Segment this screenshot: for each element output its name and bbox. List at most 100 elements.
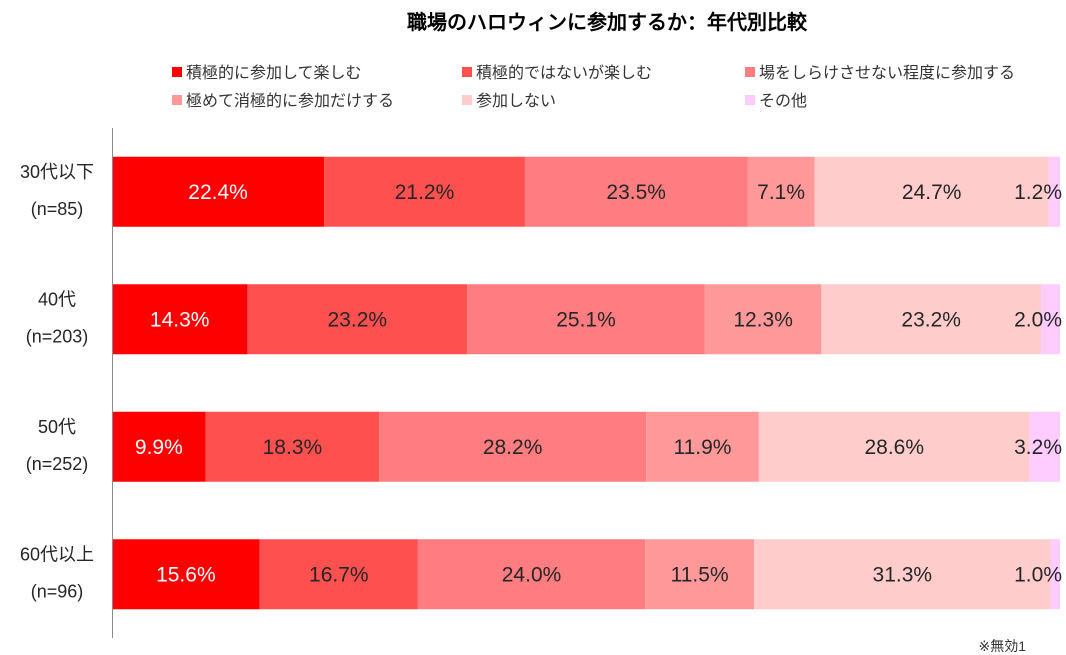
bar-segment: [1041, 284, 1060, 355]
value-number: 11.9: [673, 436, 712, 459]
value-label: 15.6%: [156, 563, 216, 586]
value-label: 2.0%: [1014, 308, 1062, 331]
chart-title: 職場のハロウィンに参加するか：年代別比較: [407, 10, 808, 34]
value-unit: %: [710, 563, 729, 586]
category-label: 40代: [38, 289, 76, 309]
value-unit: %: [368, 308, 387, 331]
legend-label: その他: [759, 92, 807, 110]
legend-item: 参加しない: [462, 92, 556, 110]
value-unit: %: [913, 563, 932, 586]
value-unit: %: [1043, 436, 1062, 459]
bar-segment: [112, 539, 260, 610]
value-number: 31.3: [873, 563, 914, 586]
bar-segment: [758, 411, 1030, 482]
value-label: 1.0%: [1014, 563, 1062, 586]
bar-row: 60代以上(n=96)15.6% 16.7% 24.0% 11.5% 31.3% 1.0%: [20, 539, 1062, 610]
value-number: 1.0: [1014, 563, 1043, 586]
value-number: 9.9: [135, 436, 164, 459]
value-unit: %: [905, 436, 924, 459]
bar-segment: [379, 411, 647, 482]
value-number: 24.0: [502, 563, 543, 586]
value-number: 23.2: [901, 308, 942, 331]
legend-swatch: [745, 67, 755, 77]
value-number: 12.3: [733, 308, 774, 331]
bar-segment: [814, 156, 1049, 227]
bar-segment: [704, 284, 822, 355]
sample-size-label: (n=203): [26, 326, 89, 346]
value-label: 23.2%: [328, 308, 388, 331]
value-number: 28.2: [483, 436, 524, 459]
value-label: 28.6%: [864, 436, 924, 459]
bar-segment: [1048, 156, 1060, 227]
value-unit: %: [543, 563, 562, 586]
value-number: 7.1: [757, 181, 786, 204]
bar-segment: [259, 539, 418, 610]
bar-segment: [646, 411, 759, 482]
value-label: 23.2%: [901, 308, 961, 331]
category-label: 30代以下: [20, 162, 94, 182]
legend-label: 積極的に参加して楽しむ: [186, 64, 362, 82]
footnote: ※無効1: [978, 638, 1026, 654]
bar-segment: [821, 284, 1042, 355]
bar-row: 50代(n=252)9.9% 18.3% 28.2% 11.9% 28.6% 3.2%: [26, 411, 1062, 482]
bar-segment: [112, 284, 248, 355]
value-label: 28.2%: [483, 436, 543, 459]
value-number: 2.0: [1014, 308, 1043, 331]
bar-row: 40代(n=203)14.3% 23.2% 25.1% 12.3% 23.2% 2.0%: [26, 284, 1062, 355]
value-number: 21.2: [395, 181, 436, 204]
legend-item: 場をしらけさせない程度に参加する: [745, 64, 1015, 82]
value-unit: %: [304, 436, 323, 459]
value-number: 18.3: [263, 436, 304, 459]
value-unit: %: [786, 181, 805, 204]
sample-size-label: (n=252): [26, 454, 89, 474]
value-label: 9.9%: [135, 436, 183, 459]
legend-item: 極めて消極的に参加だけする: [172, 92, 394, 110]
value-number: 25.1: [556, 308, 597, 331]
sample-size-label: (n=96): [31, 581, 84, 601]
value-label: 3.2%: [1014, 436, 1062, 459]
value-unit: %: [436, 181, 455, 204]
value-unit: %: [164, 436, 183, 459]
legend-label: 場をしらけさせない程度に参加する: [759, 64, 1015, 82]
value-label: 23.5%: [606, 181, 666, 204]
value-unit: %: [774, 308, 793, 331]
value-label: 12.3%: [733, 308, 793, 331]
value-number: 23.5: [606, 181, 647, 204]
bar-segment: [205, 411, 380, 482]
bar-segment: [324, 156, 525, 227]
value-unit: %: [350, 563, 369, 586]
value-label: 11.9%: [673, 436, 731, 459]
value-unit: %: [229, 181, 248, 204]
bar-segment: [747, 156, 815, 227]
bar-segment: [754, 539, 1051, 610]
bar-segment: [112, 156, 325, 227]
category-label: 50代: [38, 417, 76, 437]
legend-swatch: [172, 67, 182, 77]
value-number: 1.2: [1014, 181, 1043, 204]
value-label: 21.2%: [395, 181, 455, 204]
plot-area: 30代以下(n=85)22.4% 21.2% 23.5% 7.1% 24.7% 1.2%4…: [20, 156, 1062, 610]
value-unit: %: [524, 436, 543, 459]
legend-swatch: [172, 95, 182, 105]
legend-item: その他: [745, 92, 807, 110]
value-unit: %: [597, 308, 616, 331]
legend-label: 極めて消極的に参加だけする: [186, 92, 394, 110]
legend-swatch: [462, 67, 472, 77]
value-number: 16.7: [309, 563, 350, 586]
value-unit: %: [191, 308, 210, 331]
value-unit: %: [942, 308, 961, 331]
value-unit: %: [197, 563, 216, 586]
bar-segment: [1029, 411, 1060, 482]
legend-swatch: [462, 95, 472, 105]
value-unit: %: [1043, 308, 1062, 331]
value-label: 31.3%: [873, 563, 933, 586]
value-label: 16.7%: [309, 563, 369, 586]
value-label: 24.0%: [502, 563, 562, 586]
value-number: 3.2: [1014, 436, 1043, 459]
bar-segment: [1050, 539, 1060, 610]
value-number: 22.4: [188, 181, 229, 204]
value-label: 18.3%: [263, 436, 323, 459]
value-label: 22.4%: [188, 181, 248, 204]
legend-swatch: [745, 95, 755, 105]
